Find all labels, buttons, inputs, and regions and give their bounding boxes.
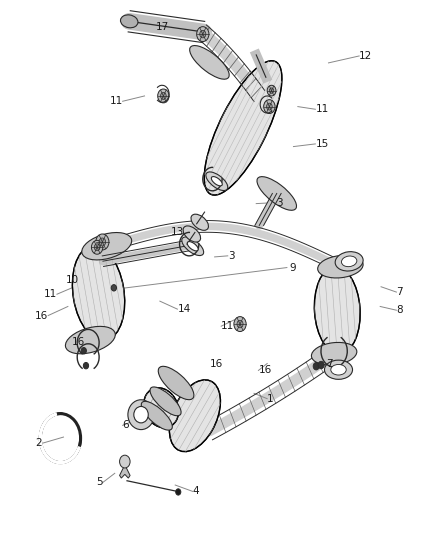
Text: 7: 7 (326, 359, 333, 368)
Text: 9: 9 (289, 263, 296, 272)
Ellipse shape (311, 342, 357, 365)
Ellipse shape (191, 214, 208, 230)
Ellipse shape (183, 226, 201, 242)
Ellipse shape (204, 61, 282, 195)
Text: 13: 13 (171, 227, 184, 237)
Text: 8: 8 (396, 305, 403, 315)
Ellipse shape (318, 255, 363, 278)
Circle shape (99, 238, 106, 246)
Ellipse shape (144, 388, 179, 427)
Ellipse shape (134, 407, 148, 423)
Ellipse shape (141, 401, 172, 430)
Text: 3: 3 (228, 251, 234, 261)
Text: 11: 11 (315, 104, 328, 114)
Ellipse shape (187, 241, 198, 251)
Ellipse shape (158, 366, 194, 400)
Ellipse shape (342, 256, 357, 266)
Circle shape (266, 103, 272, 110)
Text: 17: 17 (155, 22, 169, 31)
Ellipse shape (190, 45, 229, 79)
Text: 16: 16 (258, 366, 272, 375)
Ellipse shape (128, 400, 154, 430)
Circle shape (94, 244, 100, 251)
Ellipse shape (170, 380, 220, 451)
Circle shape (269, 88, 274, 93)
Text: 1: 1 (267, 394, 274, 403)
Circle shape (197, 27, 209, 42)
Circle shape (111, 285, 117, 291)
Circle shape (120, 455, 130, 468)
Circle shape (158, 89, 169, 103)
Text: 11: 11 (44, 289, 57, 299)
Circle shape (83, 362, 88, 369)
Text: 7: 7 (396, 287, 403, 297)
Circle shape (267, 85, 276, 96)
Text: 16: 16 (210, 359, 223, 368)
Circle shape (313, 362, 319, 370)
Text: 3: 3 (276, 198, 283, 207)
Text: 4: 4 (193, 487, 199, 496)
Text: 14: 14 (177, 304, 191, 314)
Polygon shape (120, 465, 130, 478)
Ellipse shape (82, 232, 132, 260)
Ellipse shape (212, 176, 222, 186)
Text: 11: 11 (110, 96, 123, 106)
Ellipse shape (314, 266, 360, 354)
Circle shape (237, 320, 243, 328)
Ellipse shape (331, 365, 346, 375)
Text: 12: 12 (359, 51, 372, 61)
Ellipse shape (120, 15, 138, 28)
Circle shape (81, 348, 86, 354)
Ellipse shape (65, 326, 115, 354)
Ellipse shape (150, 387, 181, 416)
Circle shape (160, 93, 166, 100)
Circle shape (234, 317, 246, 332)
Text: 16: 16 (35, 311, 48, 320)
Text: 6: 6 (123, 421, 129, 430)
Text: 16: 16 (72, 337, 85, 347)
Ellipse shape (206, 172, 228, 190)
Circle shape (92, 240, 103, 254)
Text: 10: 10 (66, 275, 79, 285)
Ellipse shape (257, 176, 297, 211)
Ellipse shape (335, 252, 363, 271)
Circle shape (264, 100, 275, 114)
Circle shape (176, 489, 181, 495)
Circle shape (96, 234, 109, 250)
Ellipse shape (182, 237, 204, 255)
Circle shape (318, 361, 324, 369)
Ellipse shape (325, 360, 353, 379)
Text: 5: 5 (96, 478, 103, 487)
Text: 2: 2 (35, 439, 42, 448)
Text: 15: 15 (315, 139, 328, 149)
Ellipse shape (72, 246, 125, 341)
Text: 11: 11 (221, 321, 234, 331)
Circle shape (200, 30, 206, 38)
